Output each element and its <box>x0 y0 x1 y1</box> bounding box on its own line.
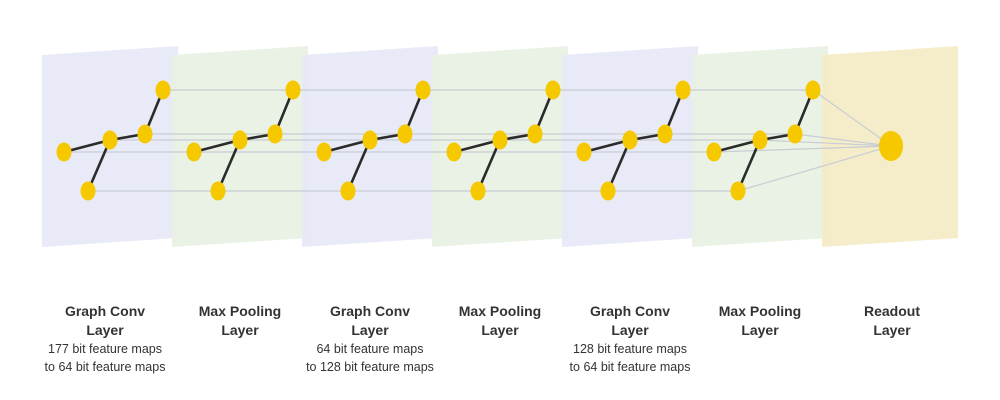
graph-edge-6-4 <box>736 138 762 193</box>
graph-node-4-2 <box>492 130 508 150</box>
readout-link-node-1 <box>713 145 892 153</box>
cross-layer-links <box>64 89 892 192</box>
layer-4-title-line2: Layer <box>481 322 519 338</box>
graph-layer-5 <box>576 80 691 201</box>
graph-node-6-3 <box>787 124 803 144</box>
layer-1-title-line2: Layer <box>86 322 124 338</box>
graph-edge-1-1 <box>62 138 112 154</box>
readout-link-node-2 <box>759 139 892 147</box>
graph-node-3-3 <box>397 124 413 144</box>
layer-1-title-line1: Graph Conv <box>64 303 146 319</box>
layer-7-title-line2: Layer <box>873 322 911 338</box>
caption-layer-7: Readout Layer <box>817 302 967 340</box>
readout-link-node-4 <box>812 89 892 147</box>
graph-node-4-1 <box>446 142 462 162</box>
caption-layer-1: Graph Conv Layer 177 bit feature maps to… <box>30 302 180 376</box>
graph-node-4-5 <box>470 181 486 201</box>
layer-graphs <box>56 80 903 201</box>
layer-5-title-line1: Graph Conv <box>589 303 671 319</box>
graph-node-3-2 <box>362 130 378 150</box>
readout-node <box>879 131 903 161</box>
graph-node-5-3 <box>657 124 673 144</box>
graph-edge-3-1 <box>322 138 372 154</box>
graph-node-1-3 <box>137 124 153 144</box>
layer-2-title-line2: Layer <box>221 322 259 338</box>
graph-edge-6-1 <box>712 138 762 154</box>
graph-edge-5-4 <box>606 138 632 193</box>
graph-node-2-1 <box>186 142 202 162</box>
readout-link-node-5 <box>737 145 892 192</box>
graph-edge-2-4 <box>216 138 242 193</box>
caption-layer-4: Max Pooling Layer <box>425 302 575 340</box>
graph-node-5-1 <box>576 142 592 162</box>
graph-layer-3 <box>316 80 431 201</box>
graph-layer-4 <box>446 80 561 201</box>
layer-4-title-line1: Max Pooling <box>458 303 542 319</box>
readout-link-node-3 <box>794 133 892 147</box>
graph-node-6-1 <box>706 142 722 162</box>
graph-layer-1 <box>56 80 171 201</box>
graph-node-2-3 <box>267 124 283 144</box>
graph-node-2-2 <box>232 130 248 150</box>
layer-7-title-line1: Readout <box>864 303 920 319</box>
graph-node-4-4 <box>545 80 561 100</box>
graph-node-1-4 <box>155 80 171 100</box>
layer-6-title-line1: Max Pooling <box>718 303 802 319</box>
caption-layer-6: Max Pooling Layer <box>685 302 835 340</box>
graph-layer-2 <box>186 80 301 201</box>
graph-node-5-4 <box>675 80 691 100</box>
layer-3-title-line2: Layer <box>351 322 389 338</box>
graph-node-5-2 <box>622 130 638 150</box>
caption-layer-5: Graph Conv Layer 128 bit feature maps to… <box>555 302 705 376</box>
graph-node-6-2 <box>752 130 768 150</box>
graph-edge-2-1 <box>192 138 242 154</box>
graph-edge-5-1 <box>582 138 632 154</box>
layer-5-title-line2: Layer <box>611 322 649 338</box>
graph-node-1-5 <box>80 181 96 201</box>
graph-layer-6 <box>706 80 821 201</box>
graph-edge-3-4 <box>346 138 372 193</box>
graph-edge-1-4 <box>86 138 112 193</box>
graph-node-3-4 <box>415 80 431 100</box>
caption-layer-3: Graph Conv Layer 64 bit feature maps to … <box>295 302 445 376</box>
layer-6-title-line2: Layer <box>741 322 779 338</box>
graph-node-4-3 <box>527 124 543 144</box>
layer-2-title-line1: Max Pooling <box>198 303 282 319</box>
layer-5-detail-line2: to 64 bit feature maps <box>569 360 691 374</box>
graph-node-6-5 <box>730 181 746 201</box>
graph-edge-4-4 <box>476 138 502 193</box>
graph-node-1-1 <box>56 142 72 162</box>
graph-node-2-5 <box>210 181 226 201</box>
layer-3-title-line1: Graph Conv <box>329 303 411 319</box>
graph-node-3-1 <box>316 142 332 162</box>
layer-1-detail-line2: to 64 bit feature maps <box>44 360 166 374</box>
layer-5-detail-line1: 128 bit feature maps <box>573 342 687 356</box>
graph-node-1-2 <box>102 130 118 150</box>
layer-3-detail-line1: 64 bit feature maps <box>316 342 424 356</box>
graph-node-6-4 <box>805 80 821 100</box>
graph-node-5-5 <box>600 181 616 201</box>
graph-node-3-5 <box>340 181 356 201</box>
graph-node-2-4 <box>285 80 301 100</box>
caption-layer-2: Max Pooling Layer <box>165 302 315 340</box>
layer-1-detail-line1: 177 bit feature maps <box>48 342 162 356</box>
layer-3-detail-line2: to 128 bit feature maps <box>306 360 434 374</box>
graph-edge-4-1 <box>452 138 502 154</box>
